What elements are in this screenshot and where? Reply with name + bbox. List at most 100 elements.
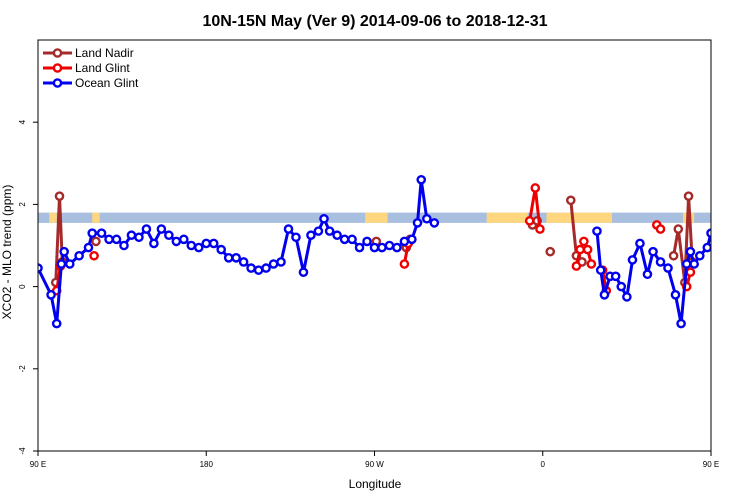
x-tick-label: 180 xyxy=(200,460,214,469)
x-tick-label: 0 xyxy=(541,460,546,469)
land-glint-point xyxy=(89,250,99,261)
ocean-glint-point xyxy=(407,234,417,245)
ocean-glint-point xyxy=(599,290,610,300)
ocean-glint-point xyxy=(216,244,227,255)
land-glint-point xyxy=(571,261,582,271)
ocean-glint-point xyxy=(156,224,167,234)
y-tick-label: 2 xyxy=(18,202,27,207)
x-tick-label: 90 E xyxy=(30,460,46,469)
legend-land-nadir-label: Land Nadir xyxy=(75,46,134,60)
ocean-glint-point xyxy=(339,234,350,245)
ocean-glint-point xyxy=(595,265,606,275)
land-glint-point xyxy=(530,183,541,193)
ocean-glint-point xyxy=(384,240,395,251)
ocean-glint-point xyxy=(702,242,711,253)
x-axis-label: Longitude xyxy=(349,477,402,491)
ocean-glint-point xyxy=(332,230,342,241)
land-nadir-point xyxy=(673,224,684,234)
ocean-glint-point xyxy=(149,238,159,249)
ocean-glint-point xyxy=(104,234,114,245)
ocean-glint-point xyxy=(616,281,627,292)
y-tick-label: 4 xyxy=(18,119,27,124)
ocean-glint-point xyxy=(313,226,324,236)
ocean-glint-point xyxy=(179,234,189,245)
x-tick-label: 90 E xyxy=(703,460,719,469)
ocean-glint-point xyxy=(193,242,204,253)
land-nadir-point xyxy=(54,191,65,201)
surface-band-land xyxy=(546,212,612,223)
land-glint-point xyxy=(575,244,585,255)
y-tick-label: 0 xyxy=(18,284,27,289)
ocean-glint-point xyxy=(648,246,658,257)
ocean-glint-point xyxy=(663,263,673,273)
ocean-glint-point xyxy=(685,246,696,257)
ocean-glint-point xyxy=(126,230,137,241)
ocean-glint-point xyxy=(298,267,309,278)
ocean-glint-point xyxy=(231,253,241,263)
ocean-glint-point xyxy=(291,232,301,243)
ocean-glint-point xyxy=(429,218,440,228)
ocean-glint-point xyxy=(119,240,129,251)
ocean-glint-point xyxy=(238,257,249,267)
ocean-glint-point xyxy=(362,236,372,247)
ocean-glint-point xyxy=(46,290,56,300)
ocean-glint-point xyxy=(655,257,666,267)
land-glint-point xyxy=(524,216,535,226)
ocean-glint-point xyxy=(622,292,632,302)
land-glint-point xyxy=(579,236,589,247)
ocean-glint-point xyxy=(223,253,234,263)
legend-land-nadir-marker xyxy=(52,48,63,58)
ocean-glint-point xyxy=(670,290,681,300)
land-nadir-point xyxy=(565,195,576,206)
legend-land-glint-label: Land Glint xyxy=(75,61,130,75)
chart-title: 10N-15N May (Ver 9) 2014-09-06 to 2018-1… xyxy=(202,13,547,30)
land-glint-point xyxy=(582,244,593,255)
ocean-glint-point xyxy=(186,240,197,251)
land-glint-point xyxy=(535,224,545,234)
legend-ocean-glint-label: Ocean Glint xyxy=(75,76,139,90)
ocean-glint-point xyxy=(347,234,357,245)
ocean-glint-point xyxy=(64,259,75,269)
ocean-glint-point xyxy=(635,238,645,249)
ocean-glint-point xyxy=(306,230,316,241)
ocean-glint-point xyxy=(253,265,264,275)
land-nadir-point xyxy=(668,250,679,261)
ocean-glint-point xyxy=(201,238,212,249)
ocean-glint-point xyxy=(324,226,335,236)
ocean-glint-point xyxy=(592,226,602,236)
ocean-glint-point xyxy=(642,269,653,280)
y-axis-label: XCO2 - MLO trend (ppm) xyxy=(0,185,14,320)
ocean-glint-point xyxy=(268,259,279,269)
ocean-glint-point xyxy=(74,250,84,261)
ocean-glint-point xyxy=(392,242,402,253)
ocean-glint-point xyxy=(87,228,98,238)
ocean-glint-point xyxy=(171,236,182,247)
ocean-glint-point xyxy=(377,242,387,253)
land-glint-point xyxy=(722,252,729,259)
ocean-glint-point xyxy=(354,242,365,253)
surface-band-land xyxy=(365,212,388,223)
land-nadir-point xyxy=(91,236,101,247)
ocean-glint-point xyxy=(96,228,107,238)
ocean-glint-point xyxy=(283,224,294,234)
ocean-glint-point xyxy=(56,259,67,269)
y-axis: -4 -2 0 2 4 xyxy=(18,119,38,455)
legend-ocean-glint-marker xyxy=(52,78,63,88)
land-nadir-point xyxy=(545,246,556,257)
ocean-glint-point xyxy=(164,230,174,241)
land-glint-point xyxy=(685,267,696,278)
ocean-glint-point xyxy=(676,318,686,329)
ocean-glint-point xyxy=(134,232,144,243)
ocean-glint-point xyxy=(59,246,69,257)
land-glint-point xyxy=(586,259,597,269)
land-glint-point xyxy=(399,259,410,269)
plot-area xyxy=(38,174,729,329)
y-tick-label: -4 xyxy=(18,447,27,455)
ocean-glint-point xyxy=(111,234,122,245)
surface-band-land xyxy=(92,212,100,223)
surface-band-land xyxy=(486,212,528,223)
land-glint-point xyxy=(655,224,666,234)
ocean-glint-point xyxy=(689,259,699,269)
